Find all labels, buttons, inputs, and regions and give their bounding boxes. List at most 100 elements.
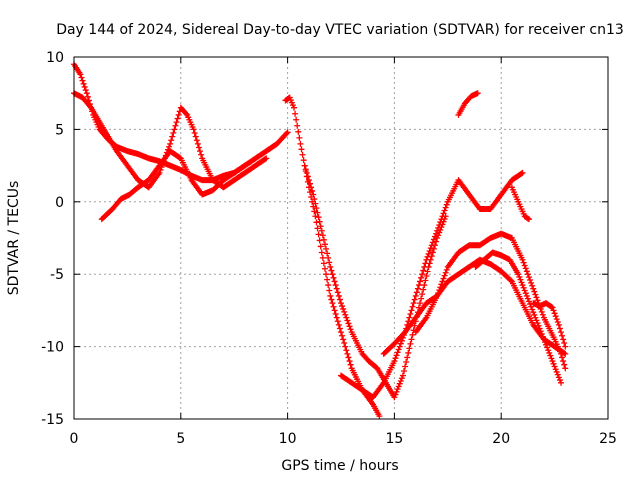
data-point bbox=[529, 306, 536, 313]
data-point bbox=[418, 274, 425, 281]
data-point bbox=[397, 377, 404, 384]
data-point bbox=[328, 267, 335, 274]
data-point bbox=[519, 256, 526, 263]
data-point bbox=[346, 323, 353, 330]
data-point bbox=[190, 126, 197, 133]
data-point bbox=[293, 116, 300, 123]
data-point bbox=[391, 394, 398, 401]
data-point bbox=[193, 137, 200, 144]
data-point bbox=[399, 372, 406, 379]
data-marks bbox=[71, 61, 569, 420]
data-point bbox=[406, 314, 413, 321]
data-point bbox=[175, 111, 182, 118]
data-point bbox=[331, 278, 338, 285]
data-point bbox=[327, 292, 334, 299]
data-point bbox=[402, 363, 409, 370]
data-point bbox=[392, 355, 399, 362]
data-point bbox=[334, 318, 341, 325]
data-point bbox=[422, 277, 429, 284]
data-point bbox=[333, 285, 340, 292]
data-point bbox=[398, 375, 405, 382]
data-point bbox=[309, 187, 316, 194]
data-point bbox=[394, 386, 401, 393]
data-point bbox=[310, 191, 317, 198]
data-point bbox=[524, 271, 531, 278]
data-point bbox=[532, 314, 539, 321]
data-point bbox=[525, 274, 532, 281]
data-point bbox=[320, 260, 327, 267]
data-point bbox=[197, 148, 204, 155]
data-point bbox=[433, 230, 440, 237]
data-point bbox=[302, 166, 309, 173]
data-point bbox=[561, 350, 568, 357]
data-point bbox=[548, 303, 555, 310]
data-point bbox=[534, 320, 541, 327]
data-point bbox=[326, 259, 333, 266]
data-point bbox=[156, 169, 163, 176]
data-point bbox=[440, 275, 447, 282]
data-point bbox=[396, 343, 403, 350]
series-arc-4 bbox=[282, 94, 383, 420]
data-point bbox=[531, 311, 538, 318]
data-point bbox=[317, 223, 324, 230]
data-point bbox=[521, 262, 528, 269]
data-point bbox=[540, 336, 547, 343]
data-point bbox=[407, 311, 414, 318]
data-point bbox=[392, 391, 399, 398]
data-point bbox=[395, 346, 402, 353]
data-point bbox=[169, 133, 176, 140]
series-arc-2 bbox=[71, 90, 270, 191]
data-point bbox=[283, 130, 290, 137]
data-point bbox=[297, 140, 304, 147]
data-point bbox=[321, 265, 328, 272]
data-point bbox=[436, 287, 443, 294]
data-point bbox=[315, 231, 322, 238]
data-point bbox=[408, 307, 415, 314]
data-point bbox=[391, 358, 398, 365]
data-point bbox=[194, 140, 201, 147]
data-point bbox=[240, 163, 247, 170]
data-point bbox=[419, 291, 426, 298]
data-point bbox=[167, 140, 174, 147]
data-point bbox=[527, 276, 534, 283]
data-point bbox=[430, 236, 437, 243]
data-point bbox=[429, 239, 436, 246]
data-point bbox=[308, 184, 315, 191]
data-point bbox=[524, 295, 531, 302]
data-point bbox=[554, 371, 561, 378]
x-tick-label: 25 bbox=[599, 431, 617, 447]
data-point bbox=[311, 208, 318, 215]
data-point bbox=[431, 233, 438, 240]
data-point bbox=[343, 314, 350, 321]
data-point bbox=[560, 358, 567, 365]
data-point bbox=[443, 201, 450, 208]
data-point bbox=[411, 296, 418, 303]
data-point bbox=[424, 253, 431, 260]
data-point bbox=[195, 144, 202, 151]
data-point bbox=[296, 134, 303, 141]
y-tick-label: 5 bbox=[55, 122, 64, 138]
data-point bbox=[429, 249, 436, 256]
data-point bbox=[300, 157, 307, 164]
data-point bbox=[305, 177, 312, 184]
data-point bbox=[522, 290, 529, 297]
data-point bbox=[324, 276, 331, 283]
data-point bbox=[328, 296, 335, 303]
data-point bbox=[332, 311, 339, 318]
data-point bbox=[330, 303, 337, 310]
data-point bbox=[319, 254, 326, 261]
data-point bbox=[404, 354, 411, 361]
data-point bbox=[422, 260, 429, 267]
data-point bbox=[403, 358, 410, 365]
series-arc-3 bbox=[98, 148, 248, 223]
data-point bbox=[407, 340, 414, 347]
data-point bbox=[423, 256, 430, 263]
data-point bbox=[425, 250, 432, 257]
data-point bbox=[298, 146, 305, 153]
data-point bbox=[192, 133, 199, 140]
data-point bbox=[291, 104, 298, 111]
x-axis-label: GPS time / hours bbox=[281, 458, 398, 474]
data-point bbox=[562, 343, 569, 350]
data-point bbox=[344, 350, 351, 357]
data-point bbox=[437, 219, 444, 226]
